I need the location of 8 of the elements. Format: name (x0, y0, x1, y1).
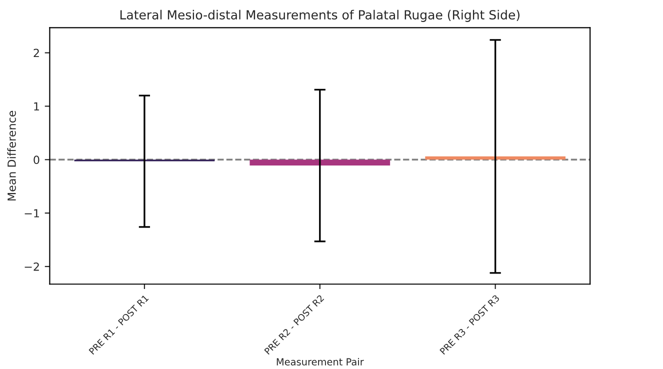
chart-title: Lateral Mesio-distal Measurements of Palatal Rugae (Right Side) (120, 10, 520, 22)
y-tick-label: −1 (24, 209, 39, 218)
y-tick-label: 2 (34, 48, 39, 58)
y-tick-label: 0 (34, 156, 40, 164)
y-tick-label: 1 (34, 102, 39, 110)
y-tick-label: −2 (24, 262, 39, 271)
x-axis-title: Measurement Pair (276, 358, 364, 366)
y-axis-title: Mean Difference (7, 110, 16, 200)
